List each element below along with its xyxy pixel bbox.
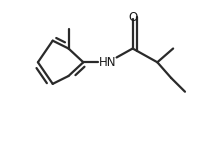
Text: O: O (128, 11, 137, 24)
Text: HN: HN (99, 56, 117, 69)
